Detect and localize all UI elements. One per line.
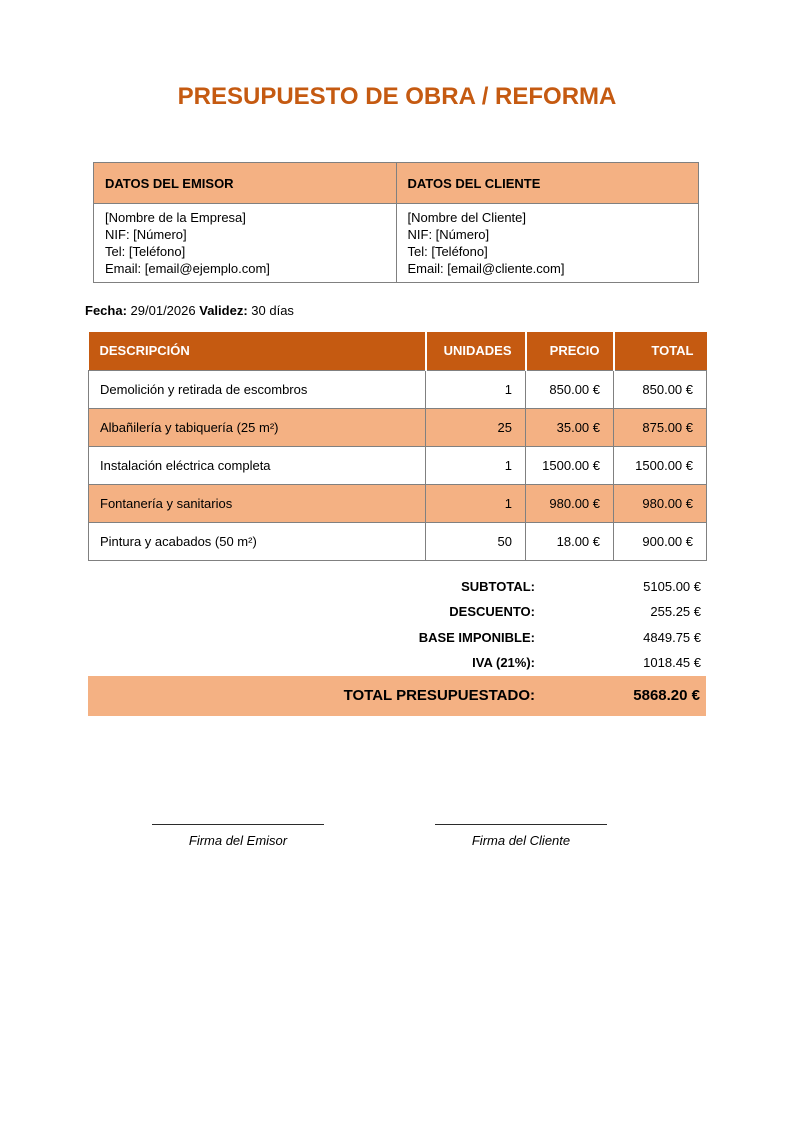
page-title: PRESUPUESTO DE OBRA / REFORMA bbox=[177, 83, 617, 110]
item-total: 850.00 € bbox=[613, 369, 707, 409]
item-unidades: 1 bbox=[425, 445, 526, 485]
item-precio: 850.00 € bbox=[525, 369, 614, 409]
col-header-total: TOTAL bbox=[612, 332, 707, 370]
descuento-label: DESCUENTO: bbox=[449, 604, 535, 620]
cliente-email: Email: [email@cliente.com] bbox=[407, 261, 565, 276]
signature-cliente-label: Firma del Cliente bbox=[471, 832, 571, 848]
cliente-name: [Nombre del Cliente] bbox=[407, 210, 527, 225]
iva-label: IVA (21%): bbox=[472, 655, 535, 671]
parties-table: DATOS DEL EMISOR DATOS DEL CLIENTE [Nomb… bbox=[93, 162, 699, 283]
date-validity-line: Fecha: 29/01/2026 Validez: 30 días bbox=[85, 303, 794, 318]
item-row: Pintura y acabados (50 m²) 50 18.00 € 90… bbox=[88, 521, 707, 561]
item-precio: 1500.00 € bbox=[525, 445, 614, 485]
signature-emisor-block: Firma del Emisor bbox=[152, 823, 324, 848]
item-unidades: 1 bbox=[425, 369, 526, 409]
descuento-value: 255.25 € bbox=[650, 604, 701, 620]
signature-emisor-label: Firma del Emisor bbox=[188, 832, 288, 848]
totals-summary: SUBTOTAL: 5105.00 € DESCUENTO: 255.25 € … bbox=[88, 574, 706, 676]
emisor-email: Email: [email@ejemplo.com] bbox=[105, 261, 270, 276]
fecha-value: 29/01/2026 bbox=[130, 303, 196, 318]
grand-total-banner: TOTAL PRESUPUESTADO: 5868.20 € bbox=[88, 675, 706, 716]
item-row: Demolición y retirada de escombros 1 850… bbox=[88, 369, 707, 409]
item-unidades: 25 bbox=[425, 407, 526, 447]
emisor-header: DATOS DEL EMISOR bbox=[93, 162, 397, 204]
item-unidades: 1 bbox=[425, 483, 526, 523]
item-description: Demolición y retirada de escombros bbox=[88, 369, 426, 409]
item-description: Albañilería y tabiquería (25 m²) bbox=[88, 407, 426, 447]
item-description: Instalación eléctrica completa bbox=[88, 445, 426, 485]
summary-row-descuento: DESCUENTO: 255.25 € bbox=[88, 599, 706, 625]
item-precio: 980.00 € bbox=[525, 483, 614, 523]
emisor-nif: NIF: [Número] bbox=[105, 227, 187, 242]
subtotal-value: 5105.00 € bbox=[643, 578, 701, 594]
iva-value: 1018.45 € bbox=[643, 655, 701, 671]
item-precio: 18.00 € bbox=[525, 521, 614, 561]
signature-cliente-line bbox=[435, 823, 607, 825]
cliente-header: DATOS DEL CLIENTE bbox=[395, 162, 699, 204]
item-row: Albañilería y tabiquería (25 m²) 25 35.0… bbox=[88, 407, 707, 447]
parties-details-row: [Nombre de la Empresa] NIF: [Número] Tel… bbox=[93, 203, 699, 283]
item-total: 875.00 € bbox=[613, 407, 707, 447]
summary-row-iva: IVA (21%): 1018.45 € bbox=[88, 650, 706, 676]
cliente-tel: Tel: [Teléfono] bbox=[407, 244, 488, 259]
signature-cliente-block: Firma del Cliente bbox=[435, 823, 607, 848]
base-imponible-label: BASE IMPONIBLE: bbox=[418, 629, 535, 645]
item-unidades: 50 bbox=[425, 521, 526, 561]
emisor-tel: Tel: [Teléfono] bbox=[105, 244, 186, 259]
item-row: Instalación eléctrica completa 1 1500.00… bbox=[88, 445, 707, 485]
emisor-company-name: [Nombre de la Empresa] bbox=[105, 210, 246, 225]
col-header-unidades: UNIDADES bbox=[424, 332, 526, 370]
item-row: Fontanería y sanitarios 1 980.00 € 980.0… bbox=[88, 483, 707, 523]
validez-label: Validez: bbox=[199, 303, 248, 318]
cliente-nif: NIF: [Número] bbox=[407, 227, 490, 242]
items-table: DESCRIPCIÓN UNIDADES PRECIO TOTAL Demoli… bbox=[88, 332, 707, 561]
summary-row-base-imponible: BASE IMPONIBLE: 4849.75 € bbox=[88, 625, 706, 651]
signatures-section: Firma del Emisor Firma del Cliente bbox=[152, 823, 794, 848]
summary-row-subtotal: SUBTOTAL: 5105.00 € bbox=[88, 574, 706, 600]
items-header-row: DESCRIPCIÓN UNIDADES PRECIO TOTAL bbox=[88, 332, 707, 370]
item-total: 900.00 € bbox=[613, 521, 707, 561]
grand-total-value: 5868.20 € bbox=[633, 687, 700, 704]
subtotal-label: SUBTOTAL: bbox=[461, 578, 535, 594]
item-precio: 35.00 € bbox=[525, 407, 614, 447]
col-header-precio: PRECIO bbox=[524, 332, 614, 370]
fecha-label: Fecha: bbox=[85, 303, 127, 318]
item-total: 980.00 € bbox=[613, 483, 707, 523]
cliente-details-cell: [Nombre del Cliente] NIF: [Número] Tel: … bbox=[395, 203, 699, 283]
validez-value: 30 días bbox=[251, 303, 294, 318]
signature-emisor-line bbox=[152, 823, 324, 825]
parties-header-row: DATOS DEL EMISOR DATOS DEL CLIENTE bbox=[93, 162, 699, 204]
item-description: Pintura y acabados (50 m²) bbox=[88, 521, 426, 561]
item-description: Fontanería y sanitarios bbox=[88, 483, 426, 523]
emisor-details-cell: [Nombre de la Empresa] NIF: [Número] Tel… bbox=[93, 203, 397, 283]
col-header-descripcion: DESCRIPCIÓN bbox=[88, 332, 426, 370]
grand-total-label: TOTAL PRESUPUESTADO: bbox=[343, 687, 535, 704]
base-imponible-value: 4849.75 € bbox=[643, 629, 701, 645]
item-total: 1500.00 € bbox=[613, 445, 707, 485]
